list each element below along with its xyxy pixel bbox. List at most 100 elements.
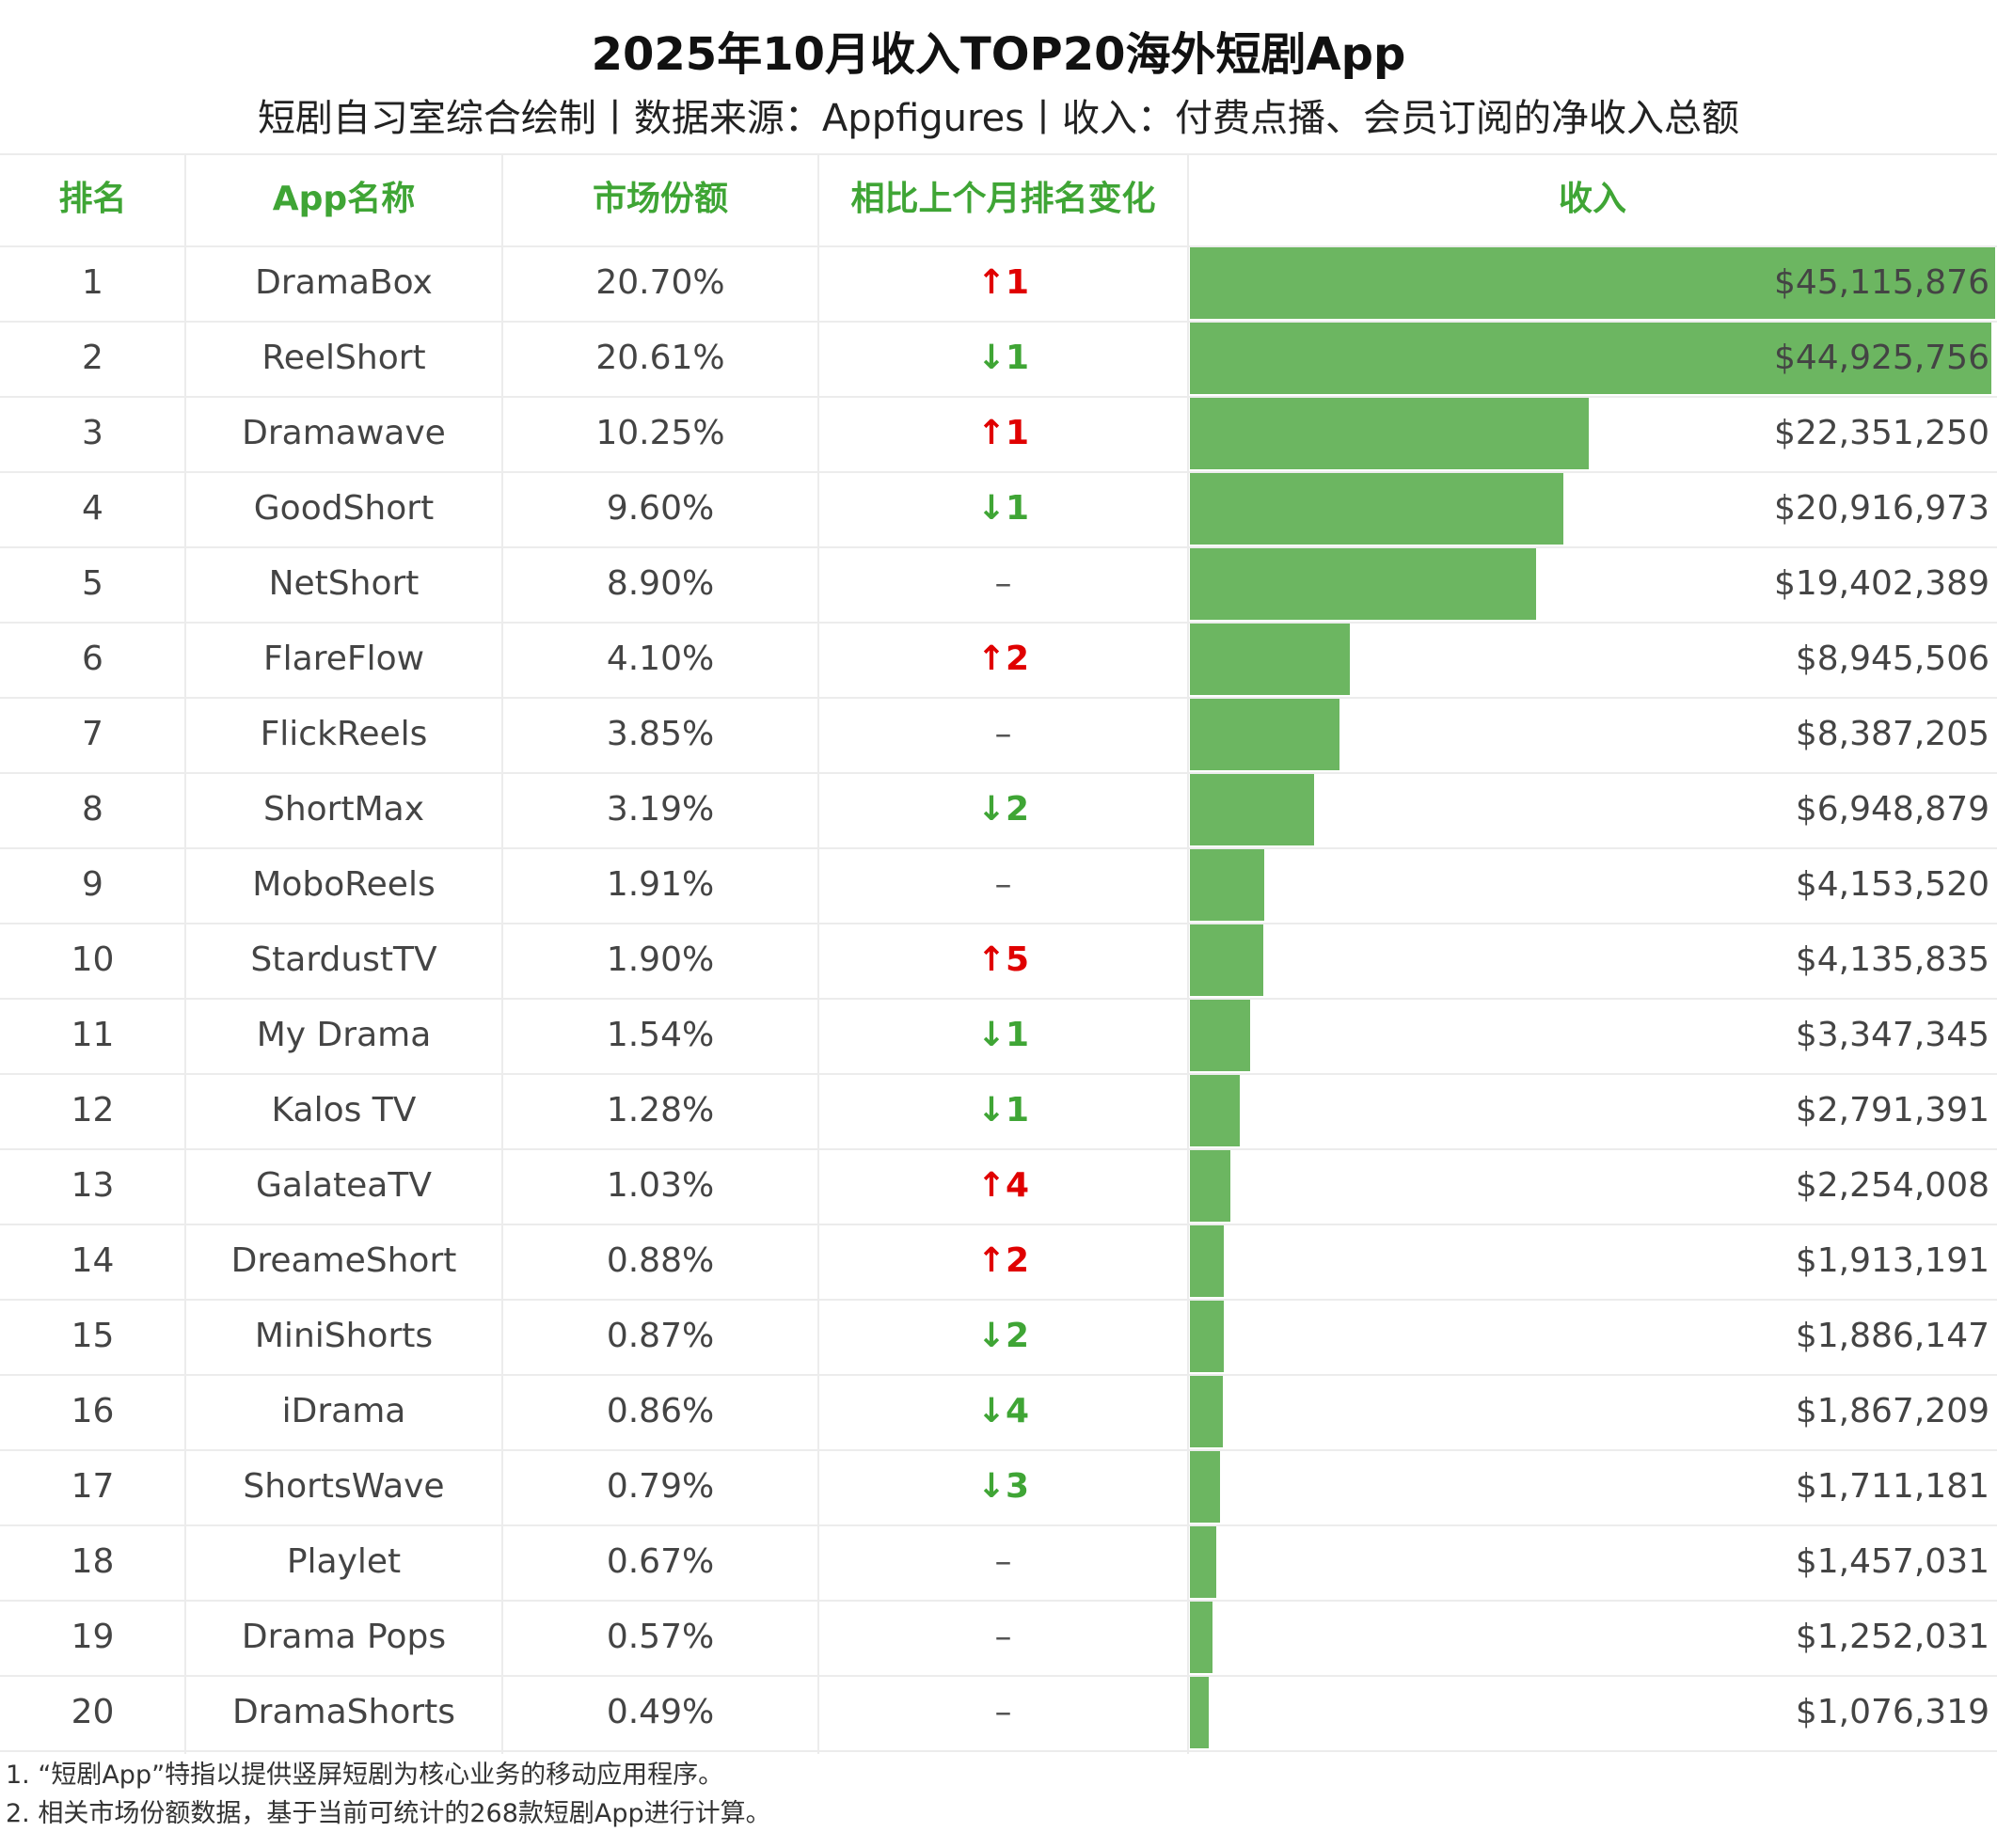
rank-change-cell: ↓1 [976, 489, 1030, 528]
rank-cell: 8 [82, 790, 103, 829]
market-share-cell: 0.87% [606, 1317, 715, 1355]
market-share-cell: 1.90% [606, 940, 715, 979]
table-row: 11 My Drama 1.54% ↓1 $3,347,345 [0, 998, 1997, 1073]
rank-change-cell: ↓1 [976, 339, 1030, 377]
revenue-cell: $1,711,181 [1188, 1449, 1997, 1524]
app-name-cell: FlickReels [260, 715, 428, 753]
revenue-label: $20,916,973 [1773, 489, 1989, 528]
app-name-cell: Kalos TV [271, 1091, 417, 1129]
revenue-cell: $1,076,319 [1188, 1675, 1997, 1750]
market-share-cell: 0.49% [606, 1693, 715, 1731]
app-name-cell: FlareFlow [262, 640, 425, 678]
app-name-cell: ShortsWave [243, 1467, 445, 1506]
rank-cell: 9 [82, 865, 103, 904]
revenue-label: $6,948,879 [1795, 790, 1989, 829]
grid-line [0, 546, 1997, 548]
app-name-cell: StardustTV [250, 940, 437, 979]
grid-line [0, 153, 1997, 155]
revenue-label: $45,115,876 [1773, 263, 1989, 302]
revenue-bar [1190, 1451, 1220, 1523]
revenue-label: $4,153,520 [1795, 865, 1989, 904]
grid-line [0, 1449, 1997, 1451]
table-row: 5 NetShort 8.90% – $19,402,389 [0, 546, 1997, 622]
rank-change-cell: ↑4 [976, 1166, 1030, 1205]
revenue-label: $1,252,031 [1795, 1618, 1989, 1656]
rank-cell: 14 [71, 1241, 115, 1280]
rank-change-cell: – [994, 1693, 1012, 1731]
grid-line [0, 622, 1997, 624]
market-share-cell: 0.57% [606, 1618, 715, 1656]
table-row: 3 Dramawave 10.25% ↑1 $22,351,250 [0, 396, 1997, 471]
app-name-cell: DramaShorts [231, 1693, 456, 1731]
column-divider [817, 153, 819, 1754]
revenue-cell: $6,948,879 [1188, 772, 1997, 847]
revenue-bar [1190, 1526, 1216, 1598]
footnote: 1. “短剧App”特指以提供竖屏短剧为核心业务的移动应用程序。 [6, 1761, 724, 1790]
revenue-cell: $4,153,520 [1188, 847, 1997, 923]
rank-cell: 13 [71, 1166, 115, 1205]
grid-line [0, 396, 1997, 398]
market-share-cell: 0.88% [606, 1241, 715, 1280]
revenue-label: $1,076,319 [1795, 1693, 1989, 1731]
revenue-label: $1,457,031 [1795, 1542, 1989, 1581]
app-name-cell: MoboReels [252, 865, 436, 904]
column-divider [1187, 153, 1189, 1754]
market-share-cell: 1.03% [606, 1166, 715, 1205]
rank-cell: 19 [71, 1618, 115, 1656]
table-row: 7 FlickReels 3.85% – $8,387,205 [0, 697, 1997, 772]
rank-change-cell: ↓2 [976, 1317, 1030, 1355]
header-share: 市场份额 [592, 180, 728, 218]
rank-change-cell: ↓2 [976, 790, 1030, 829]
rank-cell: 4 [82, 489, 103, 528]
revenue-bar [1190, 398, 1589, 469]
rank-cell: 2 [82, 339, 103, 377]
grid-line [0, 1600, 1997, 1602]
rank-change-cell: ↓1 [976, 1016, 1030, 1054]
revenue-cell: $2,791,391 [1188, 1073, 1997, 1148]
revenue-label: $44,925,756 [1773, 339, 1989, 377]
rank-change-cell: ↑1 [976, 414, 1030, 452]
rank-cell: 6 [82, 640, 103, 678]
table-row: 1 DramaBox 20.70% ↑1 $45,115,876 [0, 245, 1997, 321]
rank-cell: 16 [71, 1392, 115, 1430]
footnote: 2. 相关市场份额数据，基于当前可统计的268款短剧App进行计算。 [6, 1799, 771, 1828]
table-row: 4 GoodShort 9.60% ↓1 $20,916,973 [0, 471, 1997, 546]
market-share-cell: 0.79% [606, 1467, 715, 1506]
rank-change-cell: – [994, 1618, 1012, 1656]
table-row: 12 Kalos TV 1.28% ↓1 $2,791,391 [0, 1073, 1997, 1148]
revenue-label: $2,791,391 [1795, 1091, 1989, 1129]
revenue-cell: $1,886,147 [1188, 1299, 1997, 1374]
revenue-cell: $44,925,756 [1188, 321, 1997, 396]
market-share-cell: 20.70% [595, 263, 725, 302]
chart-title: 2025年10月收入TOP20海外短剧App [591, 28, 1406, 81]
revenue-cell: $2,254,008 [1188, 1148, 1997, 1224]
market-share-cell: 8.90% [606, 564, 715, 603]
table-row: 9 MoboReels 1.91% – $4,153,520 [0, 847, 1997, 923]
market-share-cell: 0.67% [606, 1542, 715, 1581]
table-row: 20 DramaShorts 0.49% – $1,076,319 [0, 1675, 1997, 1750]
revenue-bar [1190, 247, 1995, 319]
rank-cell: 12 [71, 1091, 115, 1129]
rank-cell: 11 [71, 1016, 115, 1054]
revenue-cell: $45,115,876 [1188, 245, 1997, 321]
grid-line [0, 847, 1997, 849]
grid-line [0, 1073, 1997, 1075]
header-change: 相比上个月排名变化 [850, 180, 1156, 218]
revenue-bar [1190, 1677, 1209, 1748]
revenue-label: $1,711,181 [1795, 1467, 1989, 1506]
rank-change-cell: ↑2 [976, 1241, 1030, 1280]
rank-cell: 5 [82, 564, 103, 603]
revenue-cell: $8,387,205 [1188, 697, 1997, 772]
table-row: 19 Drama Pops 0.57% – $1,252,031 [0, 1600, 1997, 1675]
app-name-cell: ReelShort [262, 339, 426, 377]
table-header: 排名 App名称 市场份额 相比上个月排名变化 收入 [0, 153, 1997, 229]
revenue-bar [1190, 699, 1339, 770]
revenue-label: $8,945,506 [1795, 640, 1989, 678]
column-divider [184, 153, 186, 1754]
grid-line [0, 245, 1997, 247]
app-name-cell: DramaBox [255, 263, 433, 302]
market-share-cell: 20.61% [595, 339, 725, 377]
market-share-cell: 10.25% [595, 414, 725, 452]
revenue-bar [1190, 1075, 1240, 1146]
grid-line [0, 1524, 1997, 1526]
